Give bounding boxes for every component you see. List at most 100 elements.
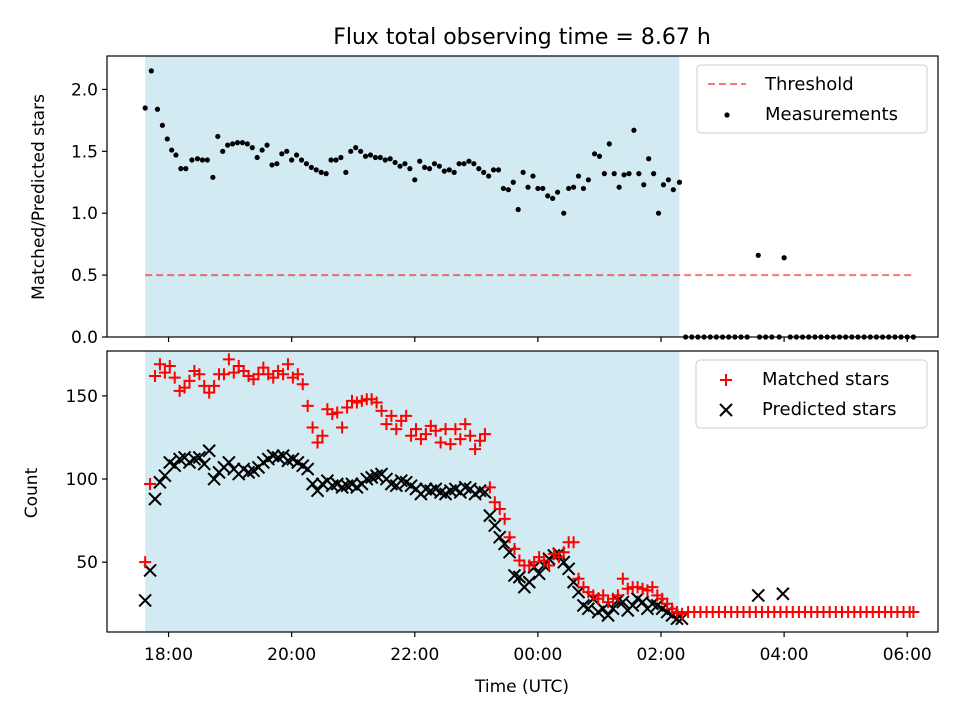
matched-star-marker (370, 396, 383, 409)
measurement-point (308, 164, 314, 171)
measurement-point (254, 154, 260, 161)
matched-star-marker (306, 421, 319, 434)
measurement-point (755, 252, 761, 258)
measurement-point (194, 156, 201, 162)
measurement-point (451, 169, 457, 175)
predicted-star-marker (197, 457, 211, 471)
predicted-star-marker (532, 567, 546, 581)
measurement-point (210, 174, 216, 180)
top-axes-frame (106, 55, 939, 338)
matched-star-marker (301, 399, 314, 412)
measurement-point (397, 163, 403, 169)
measurement-point (495, 167, 502, 173)
measurement-point (239, 140, 246, 146)
top-panel: 0.00.51.01.52.0 Matched/Predicted stars … (29, 55, 939, 348)
matched-star-marker (217, 368, 230, 381)
measurement-point (225, 142, 231, 148)
measurement-point (377, 154, 383, 161)
y-tick-label: 100 (66, 470, 98, 490)
measurement-point (476, 166, 482, 172)
y-tick-label: 0.0 (71, 328, 98, 348)
measurement-point (535, 185, 541, 192)
measurement-point (178, 166, 184, 172)
measurement-point (264, 142, 270, 148)
matched-star-marker (168, 371, 181, 384)
matched-star-marker (341, 401, 354, 414)
matched-star-marker (454, 433, 467, 446)
measurement-point (204, 157, 210, 163)
measurement-point (164, 136, 170, 142)
predicted-legend-marker (719, 403, 733, 417)
measurement-point (402, 161, 408, 167)
predicted-star-marker (776, 587, 790, 601)
measurement-point (417, 158, 423, 164)
measurement-point (279, 151, 285, 157)
bottom-x-ticks: 18:00 20:00 22:00 00:00 02:00 04:00 06:00 (144, 632, 932, 665)
predicted-star-marker (522, 575, 536, 589)
matched-star-marker (405, 429, 418, 442)
matched-star-marker (311, 436, 324, 449)
measurement-points (142, 68, 916, 340)
measurement-point (407, 166, 413, 172)
measurement-point (142, 105, 148, 111)
measurement-point (561, 210, 567, 216)
measurement-point (520, 169, 526, 175)
measurement-point (220, 148, 226, 154)
matched-star-marker (675, 607, 688, 620)
matched-star-marker (222, 353, 235, 366)
measurement-point (343, 169, 349, 175)
measurement-point (229, 141, 236, 147)
matched-star-marker (572, 572, 585, 585)
bottom-legend-box (695, 359, 928, 429)
measurement-point (461, 161, 467, 167)
predicted-star-marker (561, 562, 576, 576)
measurement-point (353, 145, 359, 151)
measurement-point (323, 170, 329, 177)
measurement-point (566, 185, 572, 192)
measurement-point (655, 210, 662, 216)
x-tick-label: 04:00 (760, 645, 809, 665)
measurement-point (540, 185, 546, 192)
matched-star-marker (474, 434, 487, 447)
top-y-ticks: 0.0 0.5 1.0 1.5 2.0 (71, 80, 107, 348)
matched-star-marker (277, 368, 290, 381)
measurement-point (570, 184, 577, 190)
measurement-point (183, 166, 189, 172)
measurement-point (676, 179, 683, 185)
measurement-point (631, 127, 637, 133)
matched-legend-marker (720, 374, 732, 386)
measurement-point (591, 151, 598, 157)
measurement-point (486, 173, 492, 179)
predicted-star-marker (488, 518, 502, 533)
x-axis-label: Time (UTC) (474, 677, 569, 697)
measurement-point (606, 141, 612, 147)
measurement-point (148, 68, 154, 74)
measurement-point (471, 161, 477, 167)
measurement-point (274, 161, 280, 167)
measurements-legend-marker (724, 112, 730, 118)
bottom-y-axis-label: Count (22, 467, 42, 518)
measurement-point (525, 184, 531, 190)
top-legend: Threshold Measurements (696, 64, 928, 134)
matched-star-marker (419, 428, 432, 441)
measurement-point (382, 157, 388, 163)
predicted-star-marker (138, 593, 152, 608)
bottom-y-ticks: 50 100 150 (66, 387, 107, 573)
top-y-axis-label: Matched/Predicted stars (29, 94, 49, 300)
measurements-legend-label: Measurements (765, 104, 898, 125)
measurement-point (387, 156, 393, 162)
measurement-point (154, 106, 161, 112)
measurement-point (362, 153, 369, 159)
measurement-point (490, 167, 497, 173)
measurement-point (333, 157, 339, 163)
x-tick-label: 22:00 (390, 645, 439, 665)
measurement-point (392, 159, 398, 166)
predicted-star-marker (192, 450, 207, 465)
figure-title: Flux total observing time = 8.67 h (333, 25, 711, 50)
matched-star-marker (478, 428, 491, 441)
measurement-point (441, 168, 447, 174)
top-observing-window (145, 56, 680, 337)
matched-star-marker (508, 542, 521, 555)
measurement-point (456, 161, 462, 167)
matched-star-marker (459, 418, 472, 431)
